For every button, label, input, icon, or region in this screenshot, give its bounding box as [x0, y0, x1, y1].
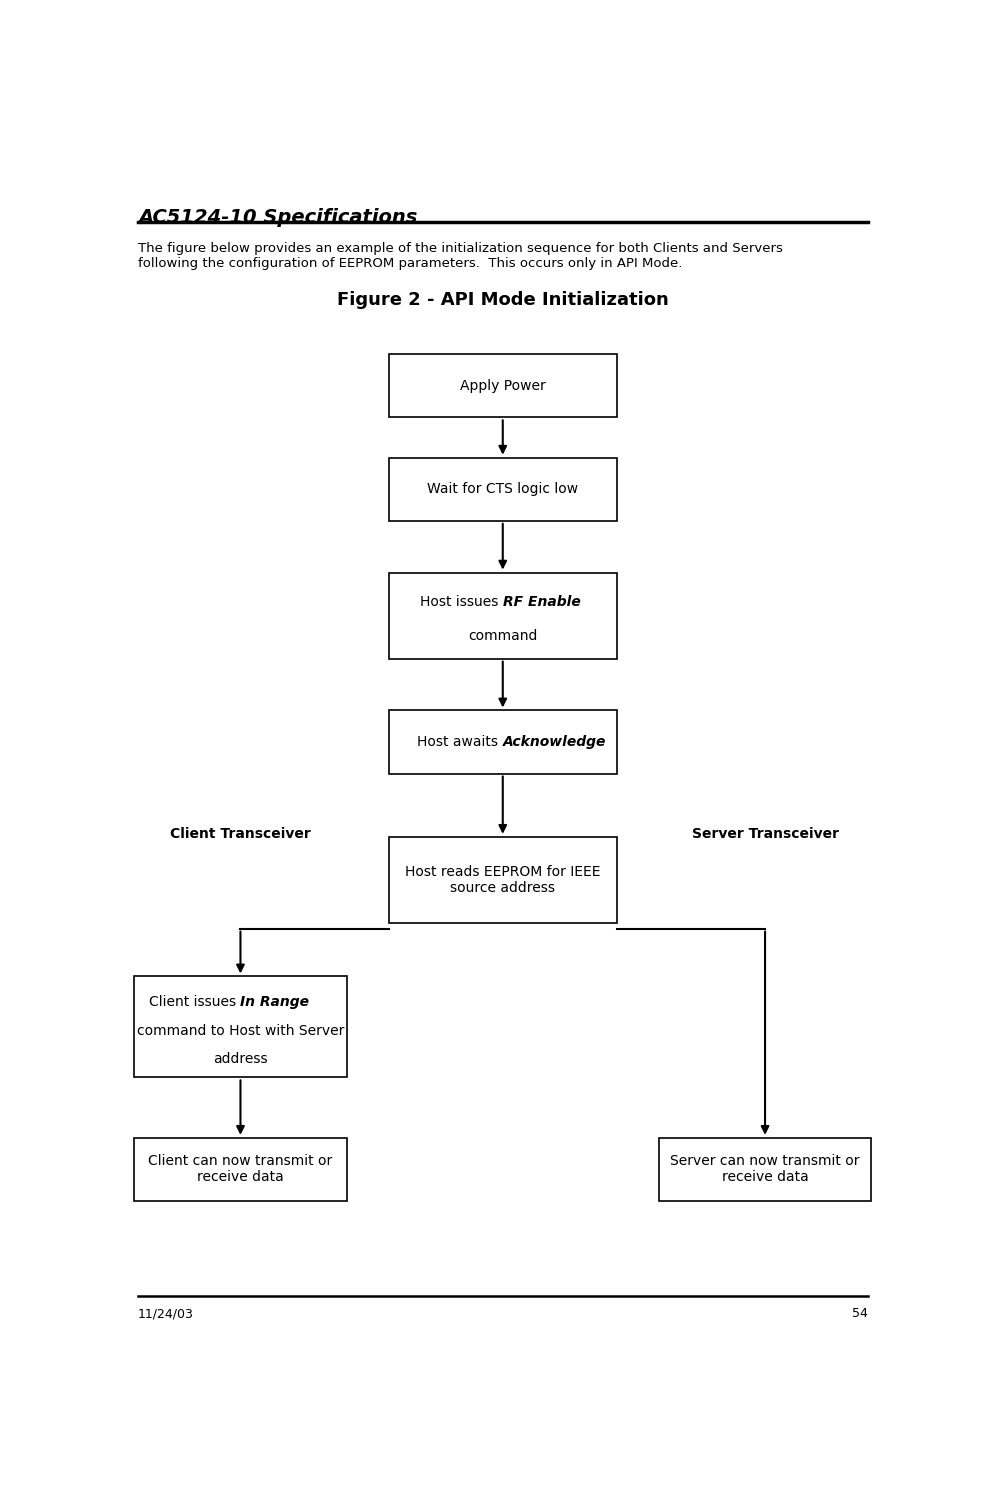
FancyBboxPatch shape: [134, 976, 347, 1077]
Text: Figure 2 - API Mode Initialization: Figure 2 - API Mode Initialization: [336, 291, 669, 309]
Text: AC5124-10 Specifications: AC5124-10 Specifications: [137, 207, 417, 227]
FancyBboxPatch shape: [388, 710, 617, 773]
Text: Client Transceiver: Client Transceiver: [170, 827, 311, 841]
Text: 11/24/03: 11/24/03: [137, 1307, 193, 1320]
Text: Client can now transmit or
receive data: Client can now transmit or receive data: [148, 1155, 333, 1185]
Text: address: address: [213, 1052, 268, 1067]
FancyBboxPatch shape: [388, 573, 617, 658]
FancyBboxPatch shape: [134, 1138, 347, 1201]
Text: Client issues: Client issues: [149, 995, 240, 1009]
Text: Apply Power: Apply Power: [460, 379, 545, 392]
Text: RF Enable: RF Enable: [503, 595, 581, 609]
FancyBboxPatch shape: [658, 1138, 871, 1201]
Text: Wait for CTS logic low: Wait for CTS logic low: [427, 482, 579, 497]
Text: The figure below provides an example of the initialization sequence for both Cli: The figure below provides an example of …: [137, 242, 783, 270]
FancyBboxPatch shape: [388, 458, 617, 521]
Text: Server can now transmit or
receive data: Server can now transmit or receive data: [670, 1155, 859, 1185]
Text: Acknowledge: Acknowledge: [503, 736, 606, 749]
Text: command: command: [468, 630, 538, 643]
Text: Server Transceiver: Server Transceiver: [692, 827, 839, 841]
FancyBboxPatch shape: [388, 837, 617, 924]
FancyBboxPatch shape: [388, 354, 617, 418]
Text: In Range: In Range: [240, 995, 309, 1009]
Text: command to Host with Server: command to Host with Server: [136, 1025, 344, 1038]
Text: 54: 54: [852, 1307, 868, 1320]
Text: Host awaits: Host awaits: [417, 736, 503, 749]
Text: Host issues: Host issues: [420, 595, 503, 609]
Text: Host reads EEPROM for IEEE
source address: Host reads EEPROM for IEEE source addres…: [405, 865, 600, 895]
